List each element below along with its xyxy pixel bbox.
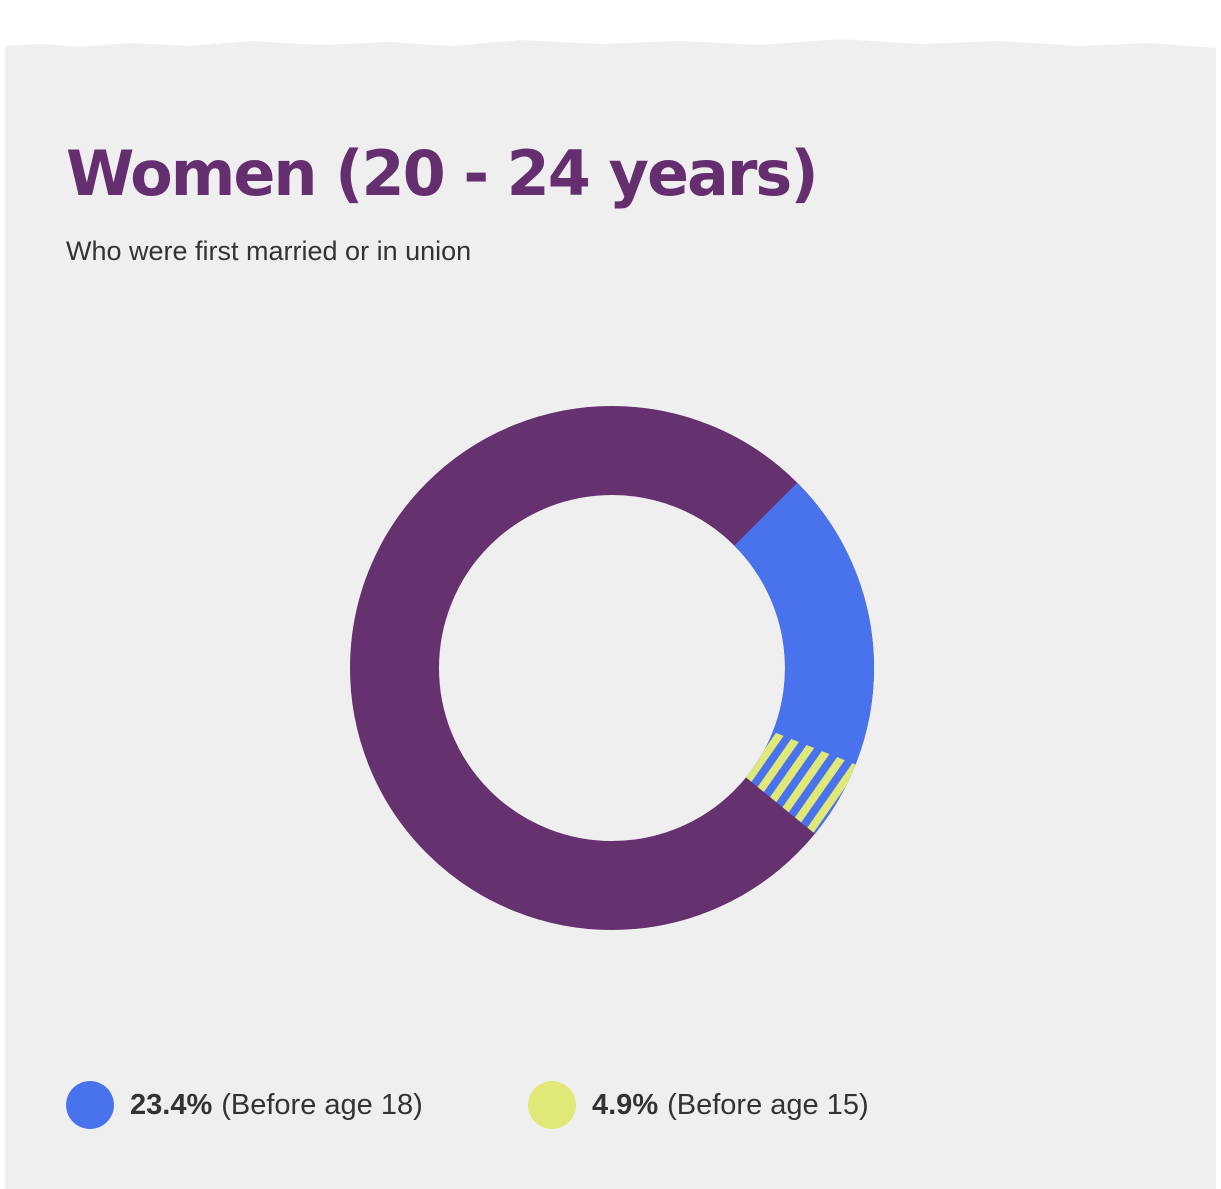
- legend-value: 4.9%: [592, 1089, 658, 1121]
- donut-segment: [745, 731, 856, 834]
- chart-subtitle: Who were first married or in union: [66, 236, 471, 266]
- card: [5, 39, 1216, 1189]
- legend-category: (Before age 18): [221, 1089, 423, 1121]
- legend-label: 4.9% (Before age 15): [592, 1089, 869, 1121]
- legend-category: (Before age 15): [667, 1089, 869, 1121]
- legend: 23.4% (Before age 18) 4.9% (Before age 15): [66, 1081, 869, 1129]
- legend-value: 23.4%: [130, 1089, 212, 1121]
- legend-swatch: [66, 1081, 114, 1129]
- donut: [350, 406, 874, 930]
- legend-label: 23.4% (Before age 18): [130, 1089, 423, 1121]
- chart-title: Women (20 - 24 years): [66, 137, 817, 210]
- legend-swatch: [528, 1081, 576, 1129]
